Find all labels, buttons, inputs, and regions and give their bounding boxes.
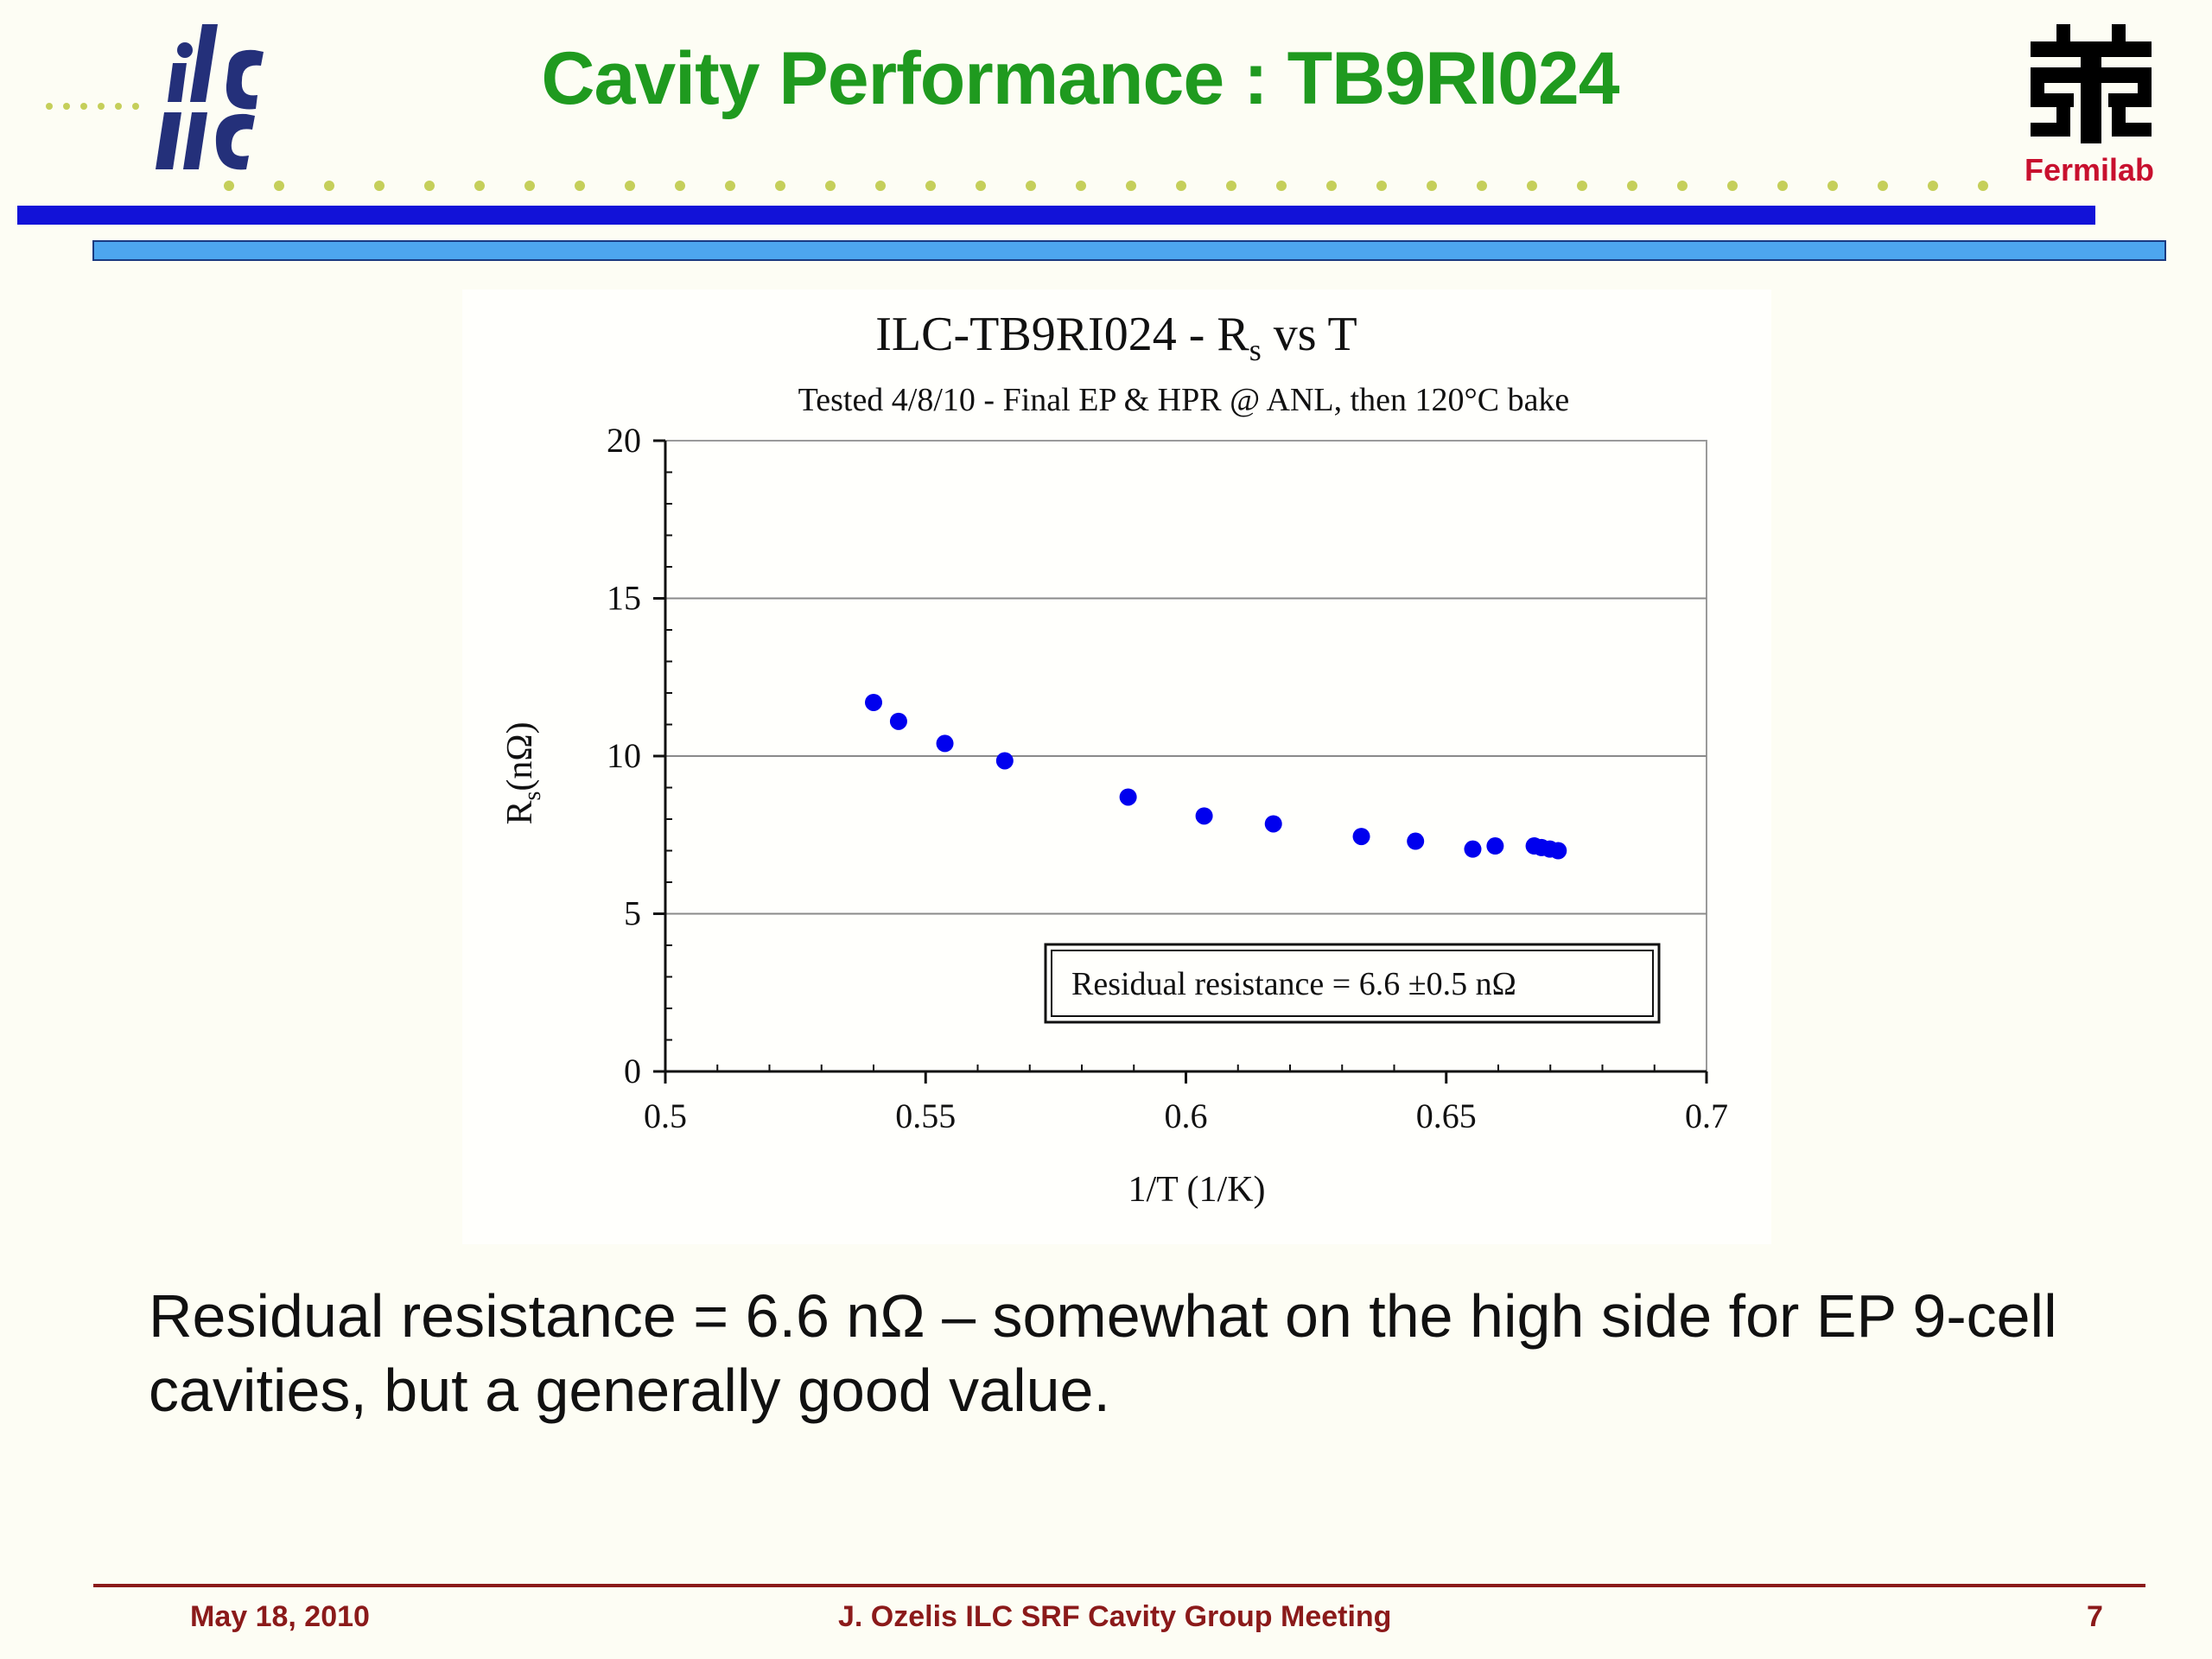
- y-tick-label: 5: [624, 894, 641, 933]
- header-dot: [424, 181, 435, 191]
- data-point: [889, 712, 907, 730]
- header-dot: [324, 181, 334, 191]
- header-dot: [1878, 181, 1888, 191]
- header-dot: [1577, 181, 1587, 191]
- annotation-box: Residual resistance = 6.6 ±0.5 nΩ: [1044, 943, 1661, 1024]
- header-dot: [1176, 181, 1186, 191]
- data-point: [1264, 815, 1282, 833]
- footer-center-text: J. Ozelis ILC SRF Cavity Group Meeting: [838, 1600, 1392, 1633]
- data-point: [1195, 807, 1213, 825]
- data-point: [995, 752, 1014, 770]
- data-point: [865, 693, 882, 711]
- y-axis-label: Rs(nΩ): [500, 721, 546, 824]
- header-dot: [1126, 181, 1136, 191]
- header-dot: [224, 181, 234, 191]
- header-dot: [976, 181, 986, 191]
- data-point: [1119, 788, 1137, 806]
- y-tick-label: 0: [624, 1052, 641, 1090]
- y-tick-label: 15: [607, 579, 641, 618]
- header-dot: [1226, 181, 1236, 191]
- footer-page-number: 7: [2087, 1600, 2103, 1633]
- slide-title: Cavity Performance : TB9RI024: [541, 37, 1619, 120]
- chart: ILC-TB9RI024 - Rs vs T Tested 4/8/10 - F…: [500, 308, 1728, 1210]
- y-tick-label: 10: [607, 736, 641, 775]
- header-dot: [524, 181, 535, 191]
- body-text: Residual resistance = 6.6 nΩ – somewhat …: [149, 1282, 2057, 1424]
- header-dot: [1627, 181, 1637, 191]
- data-point: [1486, 837, 1504, 855]
- header-dot: [1427, 181, 1437, 191]
- data-point: [1352, 828, 1370, 846]
- header-dot: [1777, 181, 1788, 191]
- x-tick-label: 0.55: [895, 1096, 956, 1135]
- header-dot-row: [224, 181, 1988, 191]
- header-dot: [675, 181, 685, 191]
- header-dot: [274, 181, 284, 191]
- chart-title: ILC-TB9RI024 - Rs vs T: [875, 308, 1357, 367]
- header-dot: [725, 181, 735, 191]
- header-dot: [1326, 181, 1337, 191]
- header-dot: [1527, 181, 1537, 191]
- header-dot: [1477, 181, 1487, 191]
- header-dot: [1376, 181, 1387, 191]
- header-dot: [1727, 181, 1738, 191]
- header-dot: [1276, 181, 1287, 191]
- header-bar-dark: [17, 206, 2095, 225]
- header-dot: [1978, 181, 1988, 191]
- footer-rule: [93, 1584, 2145, 1587]
- x-axis-label: 1/T (1/K): [1128, 1170, 1265, 1210]
- y-tick-label: 20: [607, 421, 641, 460]
- header-dot: [1827, 181, 1838, 191]
- data-point: [1407, 832, 1425, 850]
- header-bar-light: [92, 240, 2166, 261]
- plot-area: 0 5 10 15 20 0.5 0.55 0.6 0.65 0.7: [607, 421, 1728, 1135]
- header-dot: [1076, 181, 1086, 191]
- header-dot: [625, 181, 635, 191]
- ilc-logo: ilc: [156, 24, 264, 170]
- footer-date: May 18, 2010: [190, 1600, 370, 1633]
- x-tick-label: 0.5: [644, 1096, 687, 1135]
- header-dot: [1026, 181, 1036, 191]
- header-dot: [1677, 181, 1688, 191]
- data-point: [1549, 842, 1567, 860]
- chart-panel: ILC-TB9RI024 - Rs vs T Tested 4/8/10 - F…: [462, 289, 1771, 1244]
- header-dot: [875, 181, 886, 191]
- annotation-text: Residual resistance = 6.6 ±0.5 nΩ: [1071, 966, 1516, 1002]
- header-dot: [1928, 181, 1938, 191]
- header-dot: [575, 181, 585, 191]
- x-tick-label: 0.7: [1685, 1096, 1728, 1135]
- header-dot: [775, 181, 785, 191]
- data-point: [936, 734, 954, 753]
- ilc-dots-decoration: [46, 103, 139, 110]
- chart-subtitle: Tested 4/8/10 - Final EP & HPR @ ANL, th…: [798, 382, 1570, 418]
- data-point: [1464, 840, 1482, 858]
- fermilab-logo-text: Fermilab: [2024, 152, 2155, 188]
- header-dot: [925, 181, 936, 191]
- x-tick-label: 0.65: [1416, 1096, 1477, 1135]
- x-tick-label: 0.6: [1165, 1096, 1208, 1135]
- header-dot: [474, 181, 485, 191]
- header-dot: [374, 181, 385, 191]
- header-dot: [825, 181, 836, 191]
- fermilab-logo-icon: [2031, 24, 2152, 143]
